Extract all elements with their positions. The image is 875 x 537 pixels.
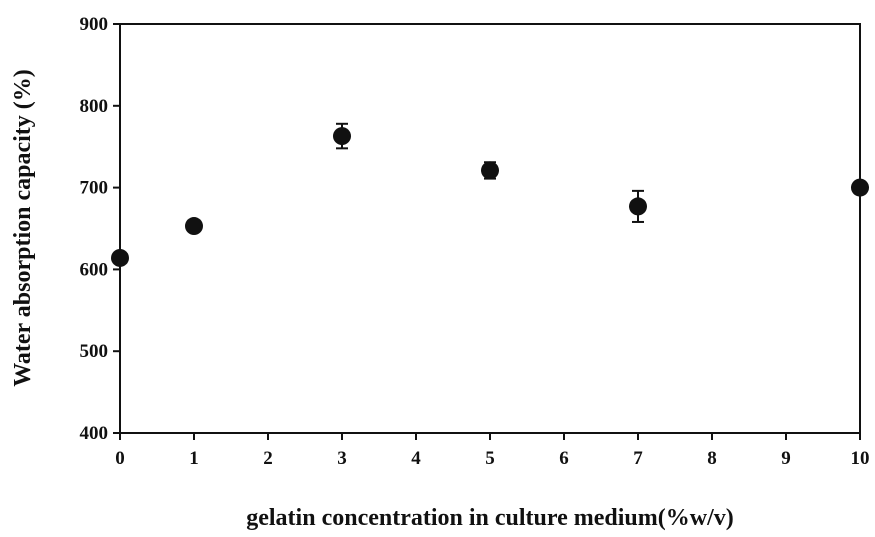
x-axis-title: gelatin concentration in culture medium(… [246,505,734,531]
x-tick-label: 5 [485,448,495,469]
x-tick-label: 1 [189,448,199,469]
x-tick-label: 10 [851,448,870,469]
y-tick-label: 700 [80,178,109,199]
x-tick-label: 6 [559,448,569,469]
x-tick-label: 2 [263,448,273,469]
y-tick-label: 800 [80,96,109,117]
point [333,127,351,146]
point [629,197,647,216]
point [185,217,203,236]
x-tick-label: 9 [781,448,791,469]
point [111,248,129,267]
y-tick-label: 400 [80,423,109,444]
y-axis-title: Water absorption capacity (%) [10,69,36,387]
x-tick-label: 3 [337,448,347,469]
y-tick-label: 900 [80,14,109,35]
plot-frame [119,23,861,434]
point [851,178,869,197]
y-tick-label: 500 [80,341,109,362]
x-tick-label: 7 [633,448,643,469]
y-tick-label: 600 [80,259,109,280]
point [481,161,499,180]
x-tick-label: 8 [707,448,717,469]
x-tick-label: 4 [411,448,421,469]
x-tick-label: 0 [115,448,125,469]
